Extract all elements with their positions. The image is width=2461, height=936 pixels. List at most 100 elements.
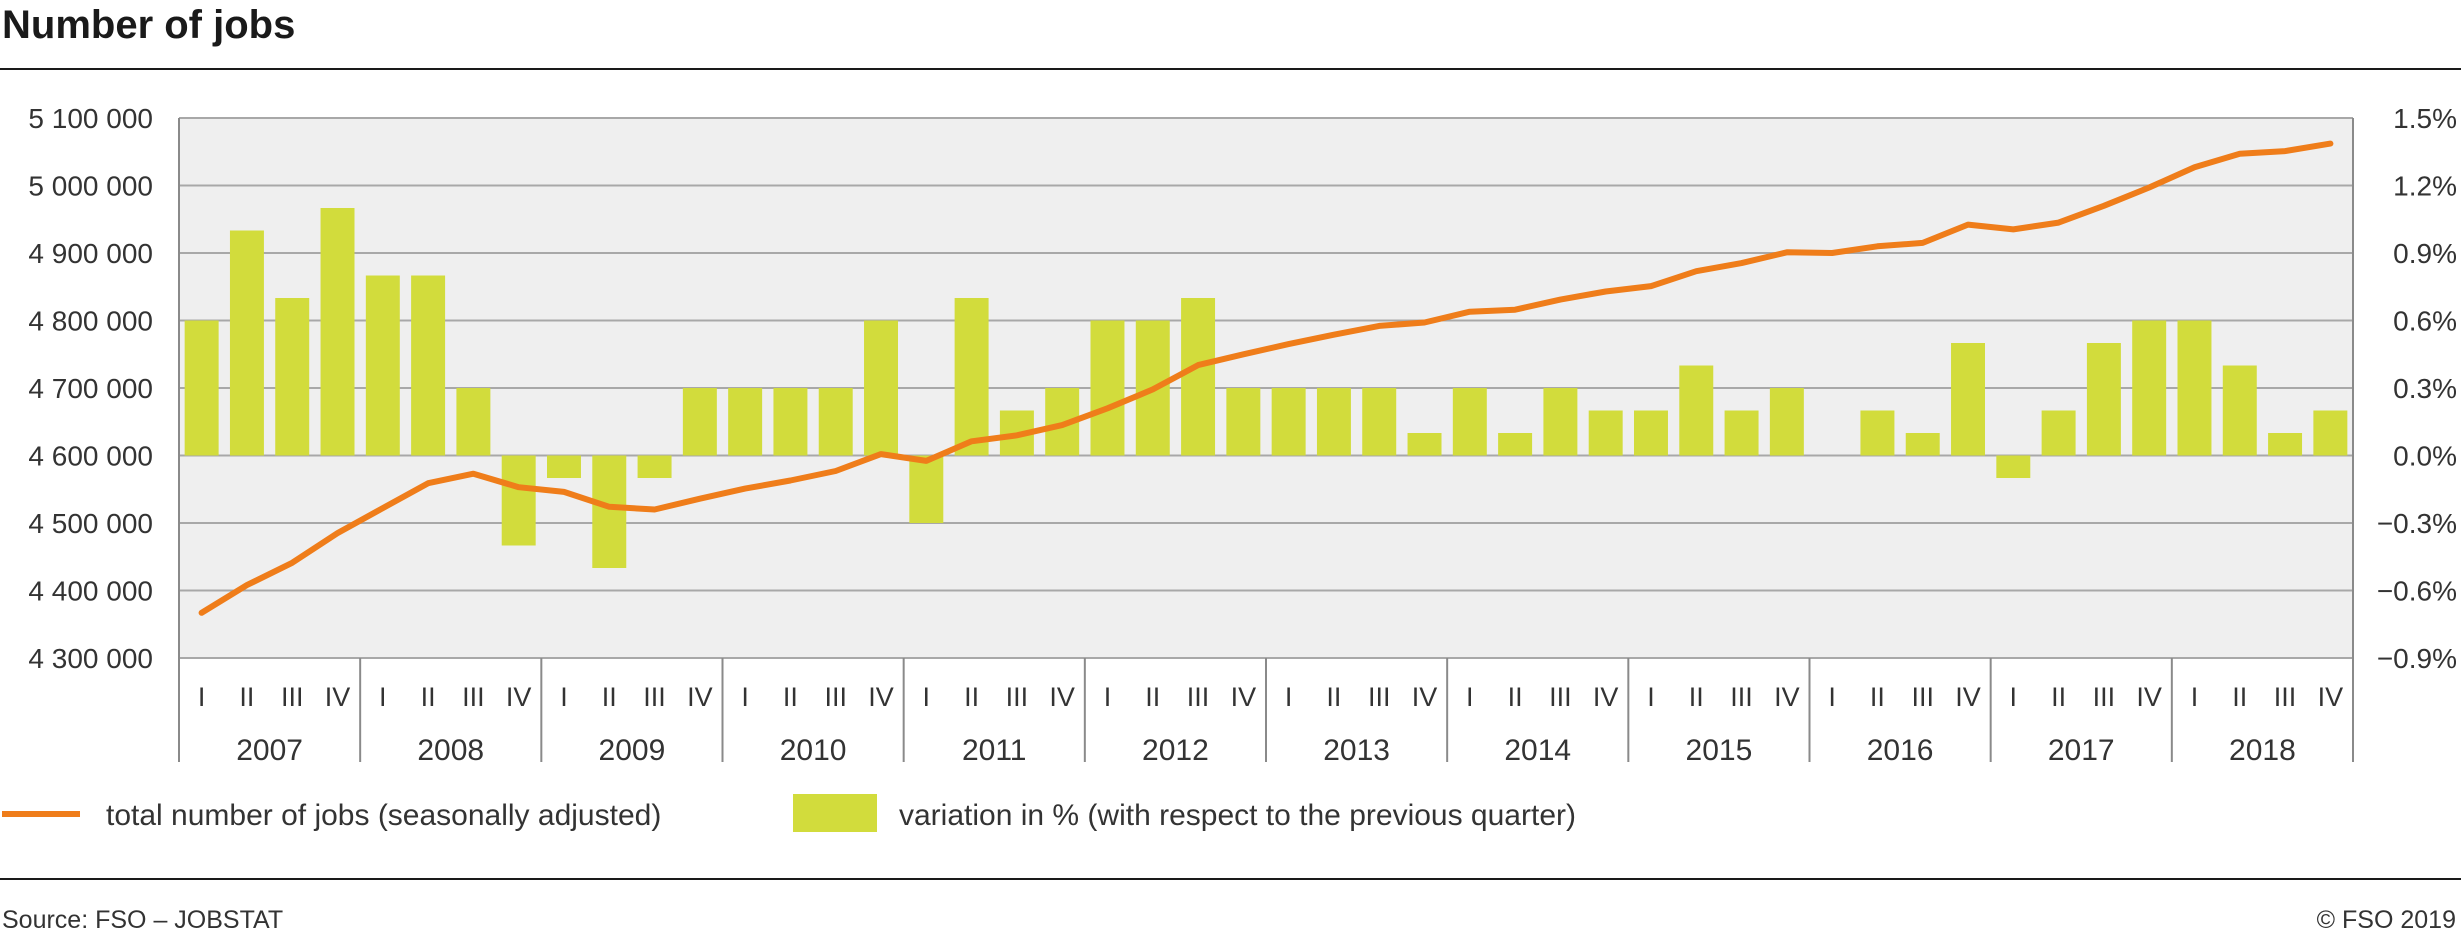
- x-axis: I II III IV I II III IV I II III IV I II III IV I II III IV…: [178, 658, 2354, 767]
- quarter-label: I: [2191, 682, 2199, 712]
- legend-bar-swatch: [793, 794, 877, 832]
- variation-bar: [864, 320, 899, 456]
- left-tick-label: 4 500 000: [28, 508, 153, 539]
- variation-bar: [2268, 433, 2303, 456]
- variation-bar: [818, 388, 853, 456]
- quarter-label: IV: [1049, 682, 1075, 712]
- quarter-label: III: [1187, 682, 1210, 712]
- quarter-label: III: [462, 682, 485, 712]
- variation-bar: [1951, 343, 1986, 456]
- variation-bar: [1316, 388, 1351, 456]
- quarter-label: I: [741, 682, 749, 712]
- left-axis-ticks: 4 300 000 4 400 000 4 500 000 4 600 000 4 70…: [28, 103, 153, 674]
- variation-bar: [1271, 388, 1306, 456]
- jobs-line-layer: [198, 140, 2334, 616]
- quarter-label: III: [1368, 682, 1391, 712]
- quarter-label: I: [1285, 682, 1293, 712]
- year-label: 2007: [236, 734, 303, 767]
- variation-bar: [1860, 410, 1895, 456]
- variation-bar: [592, 455, 627, 568]
- quarter-label: II: [964, 682, 979, 712]
- variation-bar: [1090, 320, 1125, 456]
- left-tick-label: 4 900 000: [28, 238, 153, 269]
- year-label: 2008: [417, 734, 484, 767]
- right-tick-label: 0.0%: [2393, 441, 2457, 472]
- quarter-label: III: [643, 682, 666, 712]
- variation-bar: [1452, 388, 1487, 456]
- variation-bar: [501, 455, 536, 546]
- quarter-label: III: [2093, 682, 2116, 712]
- variation-bar: [2313, 410, 2348, 456]
- quarter-label: IV: [687, 682, 713, 712]
- quarter-label: III: [824, 682, 847, 712]
- year-label: 2018: [2229, 734, 2296, 767]
- left-tick-label: 4 700 000: [28, 373, 153, 404]
- quarter-label: II: [1689, 682, 1704, 712]
- left-tick-label: 4 400 000: [28, 576, 153, 607]
- variation-bar: [637, 455, 672, 478]
- variation-bar: [773, 388, 808, 456]
- quarter-label: IV: [1955, 682, 1981, 712]
- year-label: 2013: [1323, 734, 1390, 767]
- variation-bar: [954, 298, 989, 456]
- quarter-label: II: [239, 682, 254, 712]
- quarter-label: I: [198, 682, 206, 712]
- variation-bar: [2086, 343, 2121, 456]
- quarter-label: III: [1911, 682, 1934, 712]
- year-label: 2016: [1867, 734, 1934, 767]
- year-label: 2014: [1504, 734, 1571, 767]
- right-tick-label: 1.5%: [2393, 103, 2457, 134]
- variation-bar: [229, 230, 264, 456]
- year-label: 2015: [1686, 734, 1753, 767]
- jobs-line: [198, 140, 2334, 616]
- variation-bar: [1498, 433, 1533, 456]
- quarter-label: IV: [1412, 682, 1438, 712]
- left-tick-label: 4 800 000: [28, 306, 153, 337]
- variation-bar: [2041, 410, 2076, 456]
- left-tick-label: 5 100 000: [28, 103, 153, 134]
- quarter-label: II: [1870, 682, 1885, 712]
- quarter-label: III: [1730, 682, 1753, 712]
- variation-bar: [456, 388, 491, 456]
- right-tick-label: 0.3%: [2393, 373, 2457, 404]
- right-axis-ticks: −0.9% −0.6% −0.3% 0.0% 0.3% 0.6% 0.9% 1.2% 1.5%: [2377, 103, 2457, 674]
- quarter-label: II: [1326, 682, 1341, 712]
- quarter-label: II: [783, 682, 798, 712]
- variation-bar: [184, 320, 219, 456]
- quarter-label: IV: [868, 682, 894, 712]
- copyright-note: © FSO 2019: [2317, 906, 2456, 934]
- quarter-label: II: [602, 682, 617, 712]
- quarter-label: IV: [2136, 682, 2162, 712]
- variation-bar: [1679, 365, 1714, 456]
- year-label: 2009: [599, 734, 666, 767]
- quarter-label: III: [1006, 682, 1029, 712]
- variation-bar: [728, 388, 763, 456]
- legend-line-label: total number of jobs (seasonally adjuste…: [106, 799, 661, 832]
- quarter-label: I: [1104, 682, 1112, 712]
- variation-bar: [1769, 388, 1804, 456]
- quarter-label: II: [2232, 682, 2247, 712]
- quarter-label: III: [1549, 682, 1572, 712]
- left-tick-label: 4 300 000: [28, 643, 153, 674]
- variation-bar: [1633, 410, 1668, 456]
- right-tick-label: −0.9%: [2377, 643, 2457, 674]
- quarter-label: I: [560, 682, 568, 712]
- quarter-label: IV: [325, 682, 351, 712]
- variation-bar: [411, 275, 446, 456]
- variation-bar: [1543, 388, 1578, 456]
- quarter-label: III: [2274, 682, 2297, 712]
- variation-bars: [184, 208, 2348, 568]
- variation-bar: [546, 455, 581, 478]
- variation-bar: [2222, 365, 2257, 456]
- variation-bar: [1724, 410, 1759, 456]
- right-tick-label: 0.9%: [2393, 238, 2457, 269]
- variation-bar: [1996, 455, 2031, 478]
- quarter-label: IV: [1593, 682, 1619, 712]
- variation-bar: [1181, 298, 1216, 456]
- quarter-label: I: [2010, 682, 2018, 712]
- quarter-label: IV: [2318, 682, 2344, 712]
- legend-bar-label: variation in % (with respect to the prev…: [899, 799, 1576, 832]
- variation-bar: [2177, 320, 2212, 456]
- right-tick-label: 0.6%: [2393, 306, 2457, 337]
